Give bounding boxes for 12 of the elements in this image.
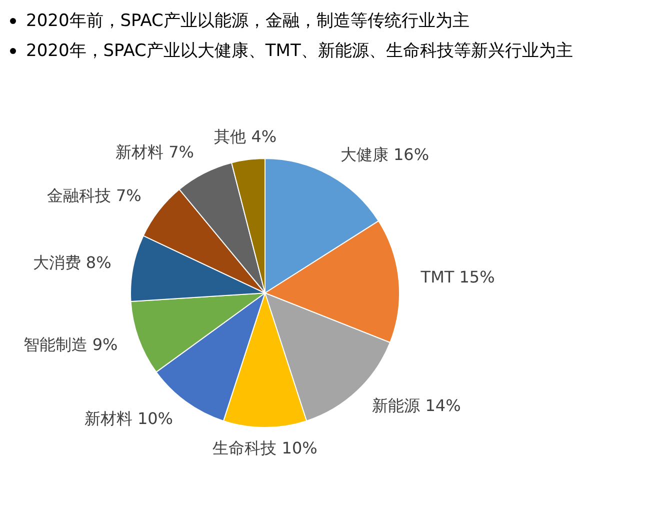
slice-label: 新材料 10%: [84, 408, 174, 428]
slice-label: 大健康 16%: [340, 145, 430, 164]
chart-title: 2020年前，SPAC产业以能源，金融，制造等传统行业为主: [26, 10, 470, 33]
chart-subtitle: 2020年，SPAC产业以大健康、TMT、新能源、生命科技等新兴行业为主: [26, 40, 573, 63]
slice-label: 新能源 14%: [372, 396, 461, 416]
slice-label: 智能制造 9%: [23, 335, 118, 354]
slice-label: 其他 4%: [214, 126, 277, 146]
slice-label: 大消费 8%: [32, 252, 112, 272]
slice-label: 新材料 7%: [115, 142, 194, 162]
slice-label: TMT 15%: [420, 267, 495, 286]
slice-label: 金融科技 7%: [46, 186, 142, 206]
slice-label: 生命科技 10%: [212, 438, 318, 458]
